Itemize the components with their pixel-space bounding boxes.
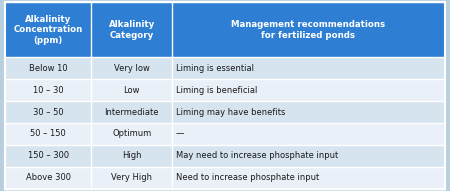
Bar <box>91 101 172 123</box>
Text: Very High: Very High <box>111 173 152 182</box>
Bar <box>5 101 91 123</box>
Text: Alkalinity
Concentration
(ppm): Alkalinity Concentration (ppm) <box>14 15 83 45</box>
Bar <box>172 145 445 167</box>
Bar <box>91 123 172 145</box>
Text: Management recommendations
for fertilized ponds: Management recommendations for fertilize… <box>231 20 386 40</box>
Bar <box>5 145 91 167</box>
Text: Very low: Very low <box>114 64 149 73</box>
Text: 50 – 150: 50 – 150 <box>30 129 66 138</box>
Bar <box>91 145 172 167</box>
Text: —: — <box>176 129 184 138</box>
Bar <box>5 123 91 145</box>
Text: Above 300: Above 300 <box>26 173 71 182</box>
Bar <box>5 57 91 79</box>
Bar <box>91 2 172 57</box>
Text: Below 10: Below 10 <box>29 64 68 73</box>
Bar <box>172 101 445 123</box>
Text: Liming is essential: Liming is essential <box>176 64 254 73</box>
Bar <box>172 123 445 145</box>
Text: Intermediate: Intermediate <box>104 108 159 117</box>
Bar <box>5 79 91 101</box>
Text: 10 – 30: 10 – 30 <box>33 86 63 95</box>
Bar <box>172 2 445 57</box>
Text: Alkalinity
Category: Alkalinity Category <box>108 20 155 40</box>
Bar <box>172 79 445 101</box>
Text: Low: Low <box>123 86 140 95</box>
Text: High: High <box>122 151 141 160</box>
Text: Optimum: Optimum <box>112 129 151 138</box>
Bar <box>5 167 91 189</box>
Text: Need to increase phosphate input: Need to increase phosphate input <box>176 173 319 182</box>
Bar <box>172 167 445 189</box>
Bar <box>5 2 91 57</box>
Bar <box>172 57 445 79</box>
Text: Liming may have benefits: Liming may have benefits <box>176 108 285 117</box>
Bar <box>91 57 172 79</box>
Bar <box>91 79 172 101</box>
Text: Liming is beneficial: Liming is beneficial <box>176 86 257 95</box>
Text: 150 – 300: 150 – 300 <box>27 151 69 160</box>
Text: May need to increase phosphate input: May need to increase phosphate input <box>176 151 338 160</box>
Text: 30 – 50: 30 – 50 <box>33 108 63 117</box>
Bar <box>91 167 172 189</box>
